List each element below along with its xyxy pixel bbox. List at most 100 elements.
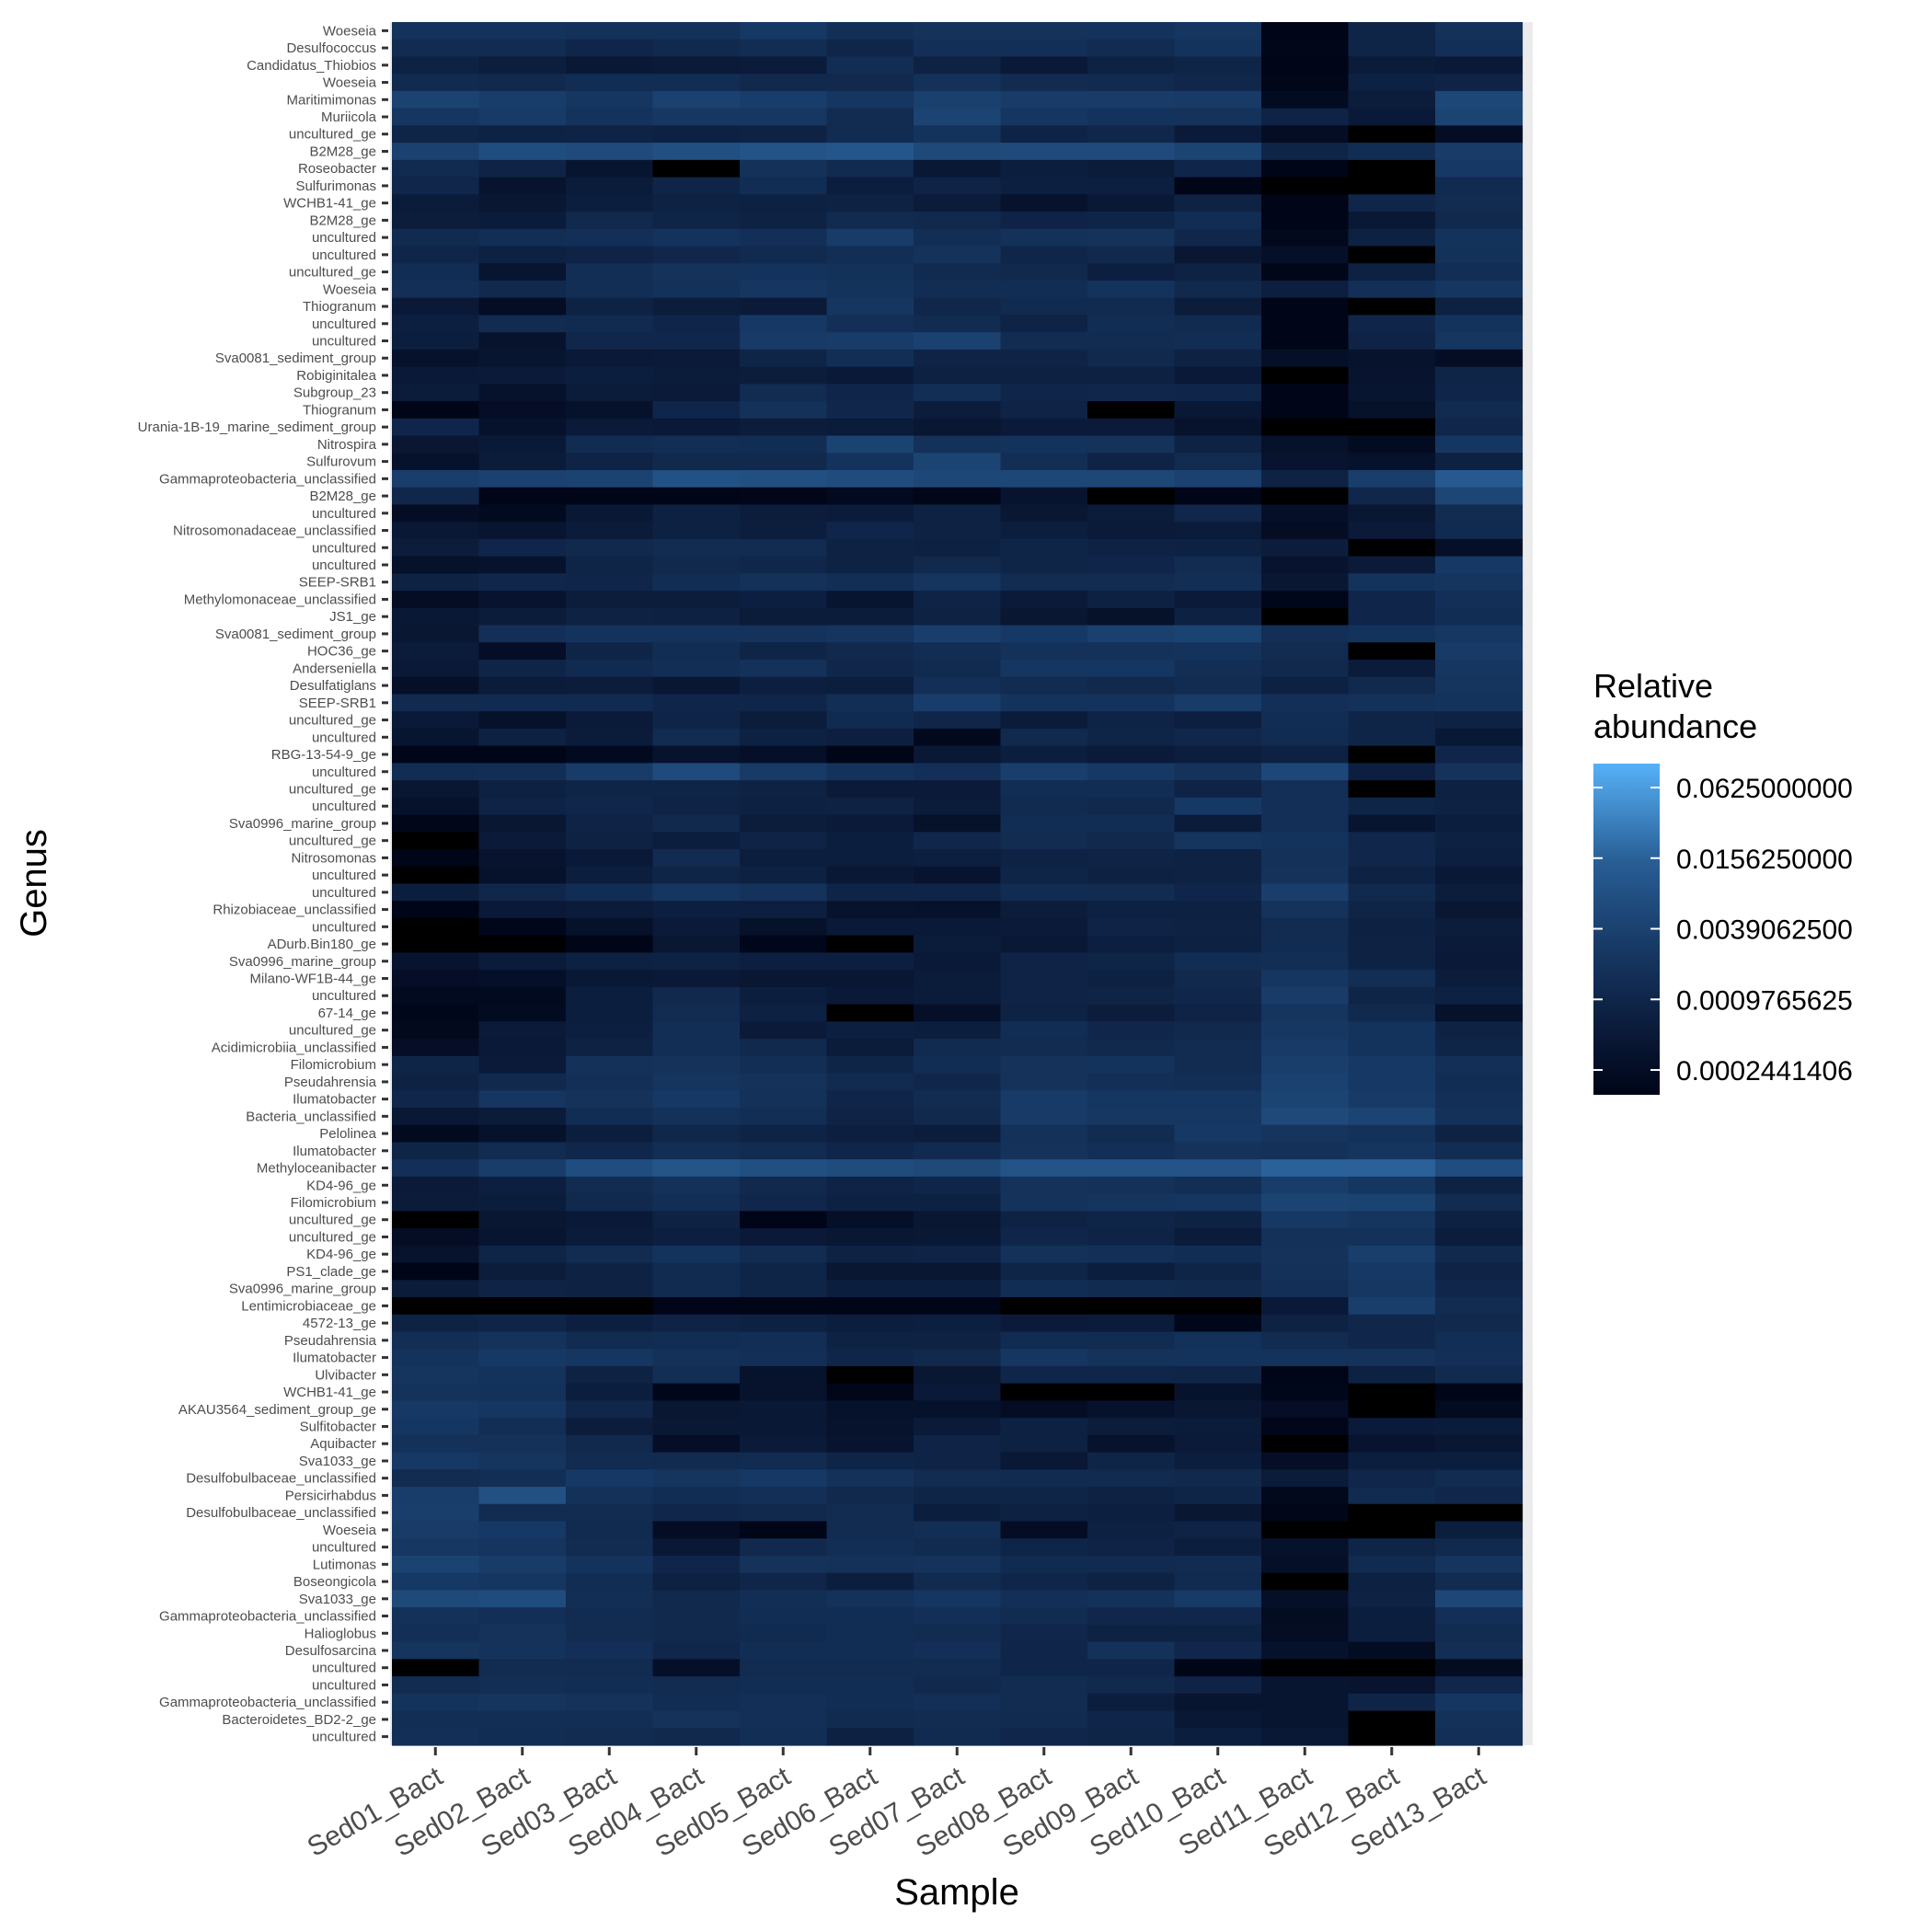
heatmap-cell [914,935,1002,954]
heatmap-cell [566,1538,654,1557]
heatmap-cell [914,883,1002,902]
heatmap-cell [1000,1710,1088,1729]
heatmap-cell [1000,1728,1088,1746]
heatmap-cell [478,212,567,230]
heatmap-cell [1261,625,1350,643]
heatmap-cell [914,1055,1002,1075]
heatmap-cell [1087,952,1176,971]
heatmap-cell [1174,1469,1262,1488]
heatmap-cell [652,1280,741,1298]
heatmap-cell [1348,1487,1436,1505]
y-tick-label: Ilumatobacter [293,1092,376,1108]
heatmap-cell [740,177,828,195]
heatmap-cell [652,1590,741,1608]
heatmap-cell [740,1142,828,1160]
heatmap-cell [1000,1245,1088,1264]
heatmap-cell [1261,970,1350,988]
heatmap-cell [392,1572,480,1592]
heatmap-cell [1087,1297,1176,1316]
y-tick-label: uncultured [312,988,376,1004]
heatmap-cell [1435,108,1524,126]
heatmap-cell [566,866,654,885]
heatmap-cell [1174,1710,1262,1729]
heatmap-cell [1348,780,1436,799]
heatmap-cell [478,1090,567,1109]
heatmap-cell [478,1572,567,1592]
heatmap-cell [914,22,1002,40]
heatmap-cell [740,660,828,678]
heatmap-cell [1174,1090,1262,1109]
heatmap-cell [1000,469,1088,489]
heatmap-cell [1348,246,1436,264]
heatmap-cell [914,263,1002,282]
heatmap-cell [1000,246,1088,264]
heatmap-cell [566,332,654,351]
y-tick-label: SEEP-SRB1 [299,696,376,711]
heatmap-cell [740,538,828,558]
heatmap-cell [1261,1055,1350,1075]
y-tick-label: Persicirhabdus [285,1488,376,1503]
heatmap-cell [392,1004,480,1022]
heatmap-cell [1174,1555,1262,1574]
heatmap-cell [566,1124,654,1144]
heatmap-cell [740,1624,828,1643]
heatmap-cell [826,1159,914,1178]
heatmap-cell [392,694,480,712]
heatmap-cell [652,607,741,627]
heatmap-cell [1087,297,1176,316]
heatmap-cell [1000,1676,1088,1695]
heatmap-cell [1174,143,1262,161]
heatmap-cell [652,1039,741,1057]
heatmap-cell [1174,763,1262,781]
heatmap-cell [1261,1659,1350,1677]
heatmap-cell [652,866,741,885]
heatmap-cell [1000,814,1088,833]
heatmap-cell [740,935,828,954]
heatmap-cell [914,970,1002,988]
y-tick-label: Anderseniella [293,661,377,676]
heatmap-cell [826,384,914,402]
heatmap-cell [740,1555,828,1574]
heatmap-cell [1087,1021,1176,1040]
heatmap-cell [392,935,480,954]
heatmap-cell [740,384,828,402]
heatmap-cell [1174,883,1262,902]
heatmap-cell [1348,849,1436,868]
heatmap-cell [478,1434,567,1454]
heatmap-cell [392,108,480,126]
heatmap-cell [740,676,828,696]
heatmap-cell [740,1176,828,1195]
heatmap-cell [1087,418,1176,437]
heatmap-cell [1348,22,1436,40]
heatmap-cell [1000,763,1088,781]
heatmap-cell [1087,1245,1176,1264]
heatmap-cell [1174,1124,1262,1144]
heatmap-cell [1435,814,1524,833]
heatmap-cell [1435,504,1524,523]
heatmap-cell [478,315,567,333]
heatmap-cell [1348,1124,1436,1144]
heatmap-cell [826,1641,914,1660]
heatmap-cell [1087,453,1176,471]
heatmap-cell [652,1383,741,1401]
heatmap-cell [566,56,654,75]
heatmap-cell [914,280,1002,299]
heatmap-cell [1174,1055,1262,1075]
heatmap-cell [478,1073,567,1091]
heatmap-cell [1087,228,1176,247]
heatmap-cell [652,1107,741,1126]
heatmap-cell [478,1728,567,1746]
heatmap-cell [1435,280,1524,299]
heatmap-cell [1174,866,1262,885]
heatmap-cell [1000,1349,1088,1367]
heatmap-cell [652,504,741,523]
heatmap-cell [1087,1418,1176,1436]
heatmap-cell [1348,1211,1436,1229]
heatmap-cell [652,453,741,471]
heatmap-cell [826,986,914,1006]
heatmap-cell [1261,1434,1350,1454]
heatmap-cell [1348,625,1436,643]
heatmap-cell [914,1107,1002,1126]
heatmap-cell [1348,280,1436,299]
heatmap-cell [826,832,914,850]
